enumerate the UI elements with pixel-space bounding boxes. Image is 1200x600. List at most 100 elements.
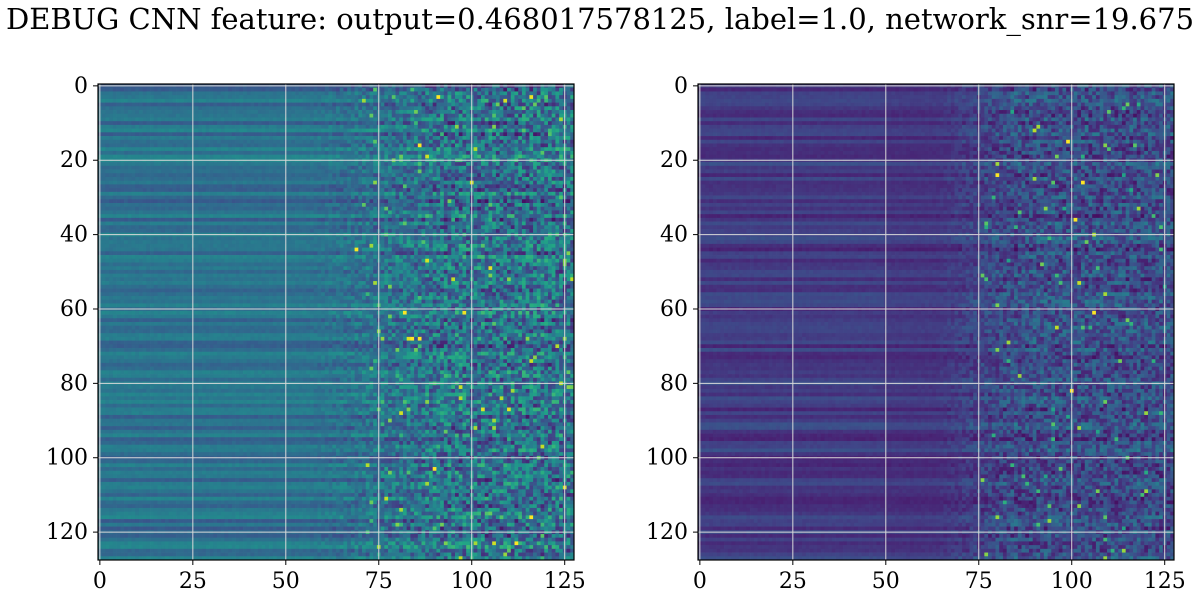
- heatmap-cell: [250, 184, 255, 189]
- heatmap-cell: [391, 102, 396, 107]
- heatmap-cell: [443, 154, 448, 159]
- heatmap-cell: [365, 214, 370, 219]
- heatmap-cell: [347, 87, 352, 92]
- heatmap-cell: [451, 113, 456, 118]
- heatmap-cell: [484, 154, 489, 159]
- heatmap-cell: [369, 176, 374, 182]
- heatmap-cell: [521, 98, 527, 103]
- heatmap-cell: [157, 128, 162, 133]
- heatmap-cell: [235, 199, 240, 204]
- heatmap-cell: [354, 98, 359, 103]
- heatmap-cell: [436, 121, 441, 126]
- heatmap-cell: [220, 217, 225, 222]
- heatmap-cell: [276, 221, 281, 226]
- heatmap-cell: [481, 176, 486, 182]
- heatmap-cell: [131, 217, 136, 222]
- heatmap-cell: [328, 87, 333, 92]
- heatmap-cell: [164, 217, 170, 222]
- heatmap-cell: [436, 165, 441, 170]
- heatmap-cell: [157, 154, 162, 159]
- heatmap-cell: [313, 98, 318, 103]
- heatmap-cell: [440, 206, 445, 211]
- heatmap-cell: [120, 214, 125, 219]
- heatmap-cell: [540, 203, 545, 208]
- heatmap-cell: [269, 191, 274, 196]
- heatmap-cell: [131, 98, 136, 103]
- heatmap-cell: [428, 169, 434, 174]
- heatmap-cell: [529, 165, 534, 170]
- heatmap-cell: [436, 150, 441, 156]
- heatmap-cell: [243, 139, 248, 144]
- heatmap-cell: [306, 217, 311, 222]
- heatmap-cell: [428, 210, 434, 215]
- heatmap-cell: [124, 191, 129, 196]
- heatmap-cell: [507, 188, 512, 193]
- heatmap-cell: [481, 225, 486, 230]
- heatmap-cell: [414, 117, 419, 122]
- heatmap-cell: [414, 91, 419, 96]
- heatmap-cell: [112, 173, 117, 178]
- figure-title: DEBUG CNN feature: output=0.468017578125…: [0, 2, 1200, 36]
- heatmap-cell: [380, 206, 385, 211]
- heatmap-cell: [555, 203, 560, 208]
- heatmap-cell: [373, 106, 378, 111]
- heatmap-cell: [570, 143, 575, 148]
- heatmap-cell: [276, 121, 281, 126]
- heatmap-cell: [243, 91, 248, 96]
- heatmap-cell: [332, 124, 337, 129]
- heatmap-cell: [142, 188, 147, 193]
- heatmap-cell: [298, 217, 303, 222]
- heatmap-cell: [380, 221, 385, 226]
- heatmap-cell: [484, 143, 489, 148]
- heatmap-cell: [399, 180, 404, 185]
- heatmap-cell: [380, 95, 385, 100]
- heatmap-cell: [194, 162, 199, 167]
- heatmap-cell: [231, 225, 236, 230]
- heatmap-cell: [306, 214, 311, 219]
- heatmap-cell: [518, 225, 523, 230]
- heatmap-cell: [112, 98, 117, 103]
- heatmap-cell: [388, 136, 393, 141]
- heatmap-cell: [402, 143, 408, 148]
- heatmap-cell: [161, 98, 166, 103]
- heatmap-cell: [228, 95, 233, 100]
- heatmap-cell: [484, 102, 489, 107]
- heatmap-cell: [406, 225, 411, 230]
- heatmap-cell: [447, 110, 452, 115]
- heatmap-cell: [280, 173, 285, 178]
- heatmap-cell: [202, 162, 207, 167]
- heatmap-cell: [440, 169, 445, 174]
- heatmap-cell: [124, 210, 129, 215]
- heatmap-cell: [231, 87, 236, 92]
- heatmap-cell: [168, 176, 173, 182]
- heatmap-cell: [272, 162, 277, 167]
- heatmap-cell: [514, 91, 519, 96]
- heatmap-cell: [514, 184, 519, 189]
- heatmap-cell: [172, 169, 177, 174]
- heatmap-cell: [369, 124, 374, 129]
- heatmap-cell: [101, 214, 106, 219]
- heatmap-cell: [224, 191, 229, 196]
- heatmap-cell: [566, 87, 571, 92]
- heatmap-cell: [388, 217, 393, 222]
- heatmap-cell: [101, 203, 106, 208]
- heatmap-cell: [179, 176, 184, 182]
- heatmap-cell: [414, 165, 419, 170]
- heatmap-cell: [187, 95, 192, 100]
- heatmap-cell: [116, 195, 121, 200]
- heatmap-cell: [153, 102, 158, 107]
- heatmap-cell: [417, 139, 422, 144]
- heatmap-cell: [503, 91, 508, 96]
- heatmap-cell: [343, 139, 348, 144]
- heatmap-cell: [254, 150, 259, 156]
- heatmap-cell: [510, 154, 515, 159]
- heatmap-cell: [109, 214, 114, 219]
- heatmap-cell: [142, 121, 147, 126]
- heatmap-cell: [135, 176, 140, 182]
- heatmap-cell: [507, 217, 512, 222]
- heatmap-cell: [246, 206, 251, 211]
- heatmap-cell: [198, 180, 203, 185]
- heatmap-cell: [466, 124, 471, 129]
- heatmap-cell: [507, 136, 512, 141]
- heatmap-cell: [518, 184, 523, 189]
